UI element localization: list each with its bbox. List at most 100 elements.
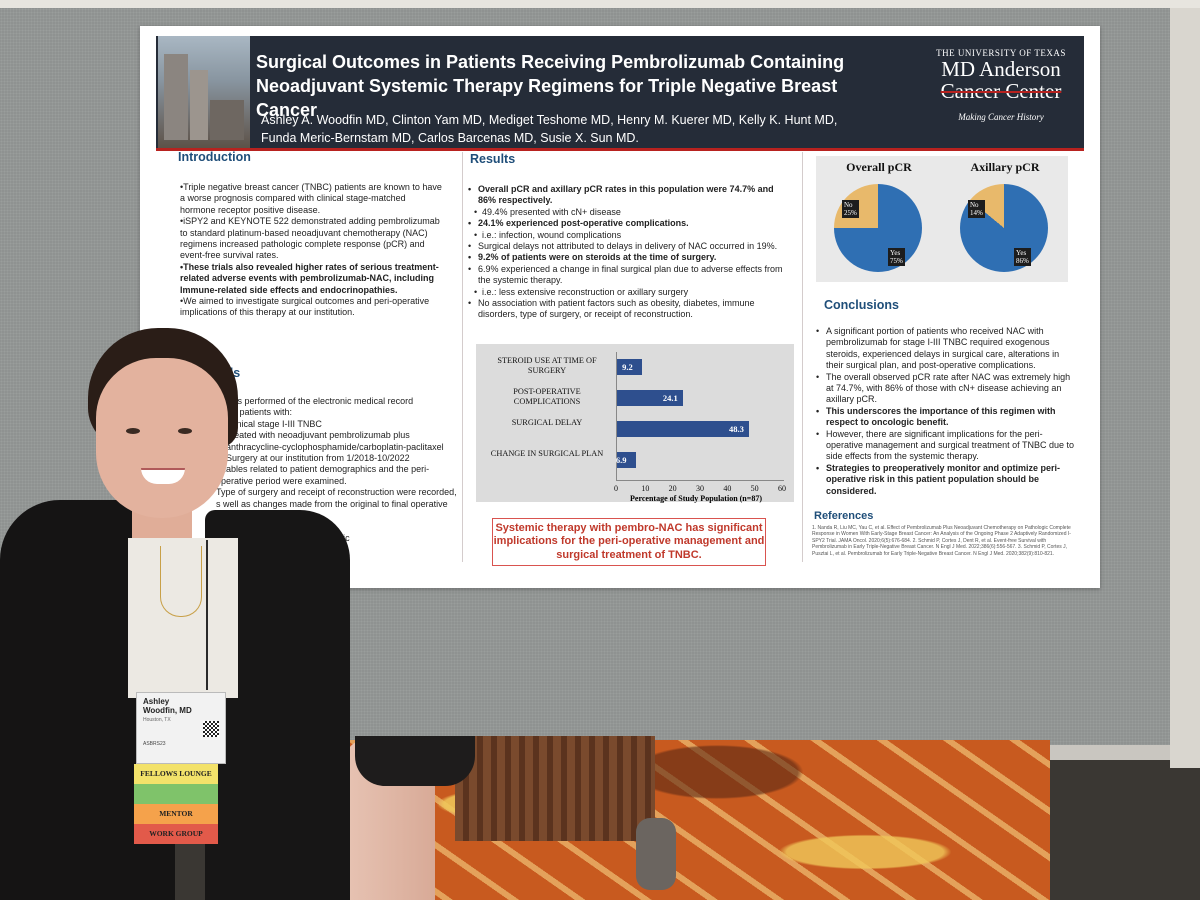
conclusion-item: This underscores the importance of this …: [816, 406, 1074, 429]
methods-line: Type of surgery and receipt of reconstru…: [216, 487, 457, 498]
x-tick-label: 0: [614, 484, 618, 493]
bar-value-label: 9.2: [622, 362, 633, 372]
results-item: No association with patient factors such…: [468, 298, 794, 321]
intro-paragraph: •Triple negative breast cancer (TNBC) pa…: [180, 182, 442, 215]
logo-line2: Cancer Center: [940, 79, 1062, 103]
results-heading: Results: [470, 152, 516, 166]
conclusions-list: A significant portion of patients who re…: [816, 326, 1074, 497]
poster-header: Surgical Outcomes in Patients Receiving …: [156, 36, 1084, 151]
x-axis-line: [616, 480, 784, 481]
badge-ribbon: FELLOWS LOUNGE: [134, 764, 218, 784]
results-list: Overall pCR and axillary pCR rates in th…: [468, 184, 794, 321]
badge-name: Ashley Woodfin, MD: [143, 697, 192, 715]
pie-card: Overall pCR No 25% Yes 75%: [816, 156, 942, 282]
necklace: [160, 546, 202, 617]
building-tower: [190, 70, 208, 140]
x-axis-label: Percentage of Study Population (n=87): [630, 494, 762, 503]
lanyard: [206, 540, 208, 690]
references-heading: References: [814, 510, 874, 522]
bar-category-label: POST-OPERATIVE COMPLICATIONS: [513, 387, 581, 406]
title-line: Surgical Outcomes in Patients Receiving …: [256, 52, 845, 72]
methods-line: Surgery at our institution from 1/2018-1…: [226, 453, 410, 464]
results-item: Surgical delays not attributed to delays…: [468, 241, 794, 253]
logo-tagline: Making Cancer History: [958, 112, 1044, 122]
pie-title: Axillary pCR: [970, 160, 1040, 174]
introduction-text: •Triple negative breast cancer (TNBC) pa…: [180, 182, 442, 319]
conclusion-item: A significant portion of patients who re…: [816, 326, 1074, 372]
pie-yes-label: Yes: [890, 249, 901, 257]
presenter-person: Ashley Woodfin, MD Houston, TX ASBRS23 F…: [0, 320, 350, 900]
methods-line: Clinical stage I-III TNBC: [226, 418, 322, 429]
x-tick-label: 50: [750, 484, 759, 493]
results-item: 6.9% experienced a change in final surgi…: [468, 264, 794, 287]
bar: [617, 421, 750, 437]
introduction-heading: Introduction: [178, 150, 251, 164]
results-item: 9.2% of patients were on steroids at the…: [468, 252, 794, 264]
logo-university: THE UNIVERSITY OF TEXAS: [936, 48, 1066, 58]
intro-paragraph: •These trials also revealed higher rates…: [180, 261, 439, 295]
bar-value-label: 48.3: [729, 424, 744, 434]
key-finding-callout: Systemic therapy with pembro-NAC has sig…: [492, 518, 766, 566]
pie-slice-label: Yes 75%: [888, 248, 905, 266]
qr-code-icon: [203, 721, 219, 737]
md-anderson-logo: THE UNIVERSITY OF TEXAS MD Anderson Canc…: [926, 48, 1076, 122]
column-divider: [802, 152, 803, 562]
pie-no-label: No: [970, 201, 979, 209]
board-side-panel: [1170, 8, 1200, 768]
pie: [834, 184, 922, 272]
pie: [960, 184, 1048, 272]
conclusion-item: However, there are significant implicati…: [816, 429, 1074, 463]
x-tick-label: 10: [641, 484, 650, 493]
bar-category-label: STEROID USE AT TIME OF SURGERY: [497, 356, 597, 375]
authors-line: Ashley A. Woodfin MD, Clinton Yam MD, Me…: [261, 113, 838, 127]
ceiling: [0, 0, 1200, 10]
results-subitem: 49.4% presented with cN+ disease: [468, 207, 794, 219]
column-divider: [462, 152, 463, 562]
passerby-dark-skirt: [355, 736, 475, 786]
author-list: Ashley A. Woodfin MD, Clinton Yam MD, Me…: [261, 111, 881, 147]
results-item: 24.1% experienced post-operative complic…: [468, 218, 794, 230]
references-text: 1. Nanda R, Liu MC, Yau C, et al. Effect…: [812, 525, 1071, 557]
x-tick-label: 30: [696, 484, 704, 493]
x-tick-label: 60: [778, 484, 786, 493]
methods-line: ariables related to patient demographics…: [216, 464, 430, 475]
badge-first-name: Ashley: [143, 697, 170, 706]
badge-city: Houston, TX: [143, 717, 171, 723]
badge-ribbon: [134, 784, 218, 804]
bar-category-label: SURGICAL DELAY: [511, 418, 583, 427]
poster-title: Surgical Outcomes in Patients Receiving …: [256, 50, 896, 122]
intro-paragraph: •iSPY2 and KEYNOTE 522 demonstrated addi…: [180, 216, 440, 261]
pie-yes-value: 75%: [890, 257, 903, 265]
pie-title: Overall pCR: [846, 160, 912, 174]
authors-line: Funda Meric-Bernstam MD, Carlos Barcenas…: [261, 131, 639, 145]
pie-slice-label: Yes 86%: [1014, 248, 1031, 266]
badge-event: ASBRS23: [143, 741, 166, 747]
smile: [141, 468, 185, 484]
passerby-skirt: [455, 736, 655, 841]
badge-ribbon: MENTOR: [134, 804, 218, 824]
badge-ribbon: WORK GROUP: [134, 824, 218, 844]
methods-line: Treated with neoadjuvant pembrolizumab p…: [226, 430, 410, 441]
bar-category-label: CHANGE IN SURGICAL PLAN: [490, 449, 604, 458]
bar: [617, 452, 636, 468]
logo-line1: MD Anderson: [941, 57, 1061, 81]
pie-card: Axillary pCR No 14% Yes 86%: [942, 156, 1068, 282]
eye: [178, 428, 192, 434]
building-photo: [158, 36, 250, 148]
intro-paragraph: •We aimed to investigate surgical outcom…: [180, 296, 430, 318]
results-subitem: i.e.: less extensive reconstruction or a…: [468, 287, 794, 299]
results-subitem: i.e.: infection, wound complications: [468, 230, 794, 242]
bar: [617, 390, 683, 406]
pie-yes-value: 86%: [1016, 257, 1029, 265]
x-tick-label: 40: [723, 484, 732, 493]
methods-line: anthracycline-cyclophosphamide/carboplat…: [226, 441, 444, 452]
methods-line: ry was performed of the electronic medic…: [216, 396, 414, 406]
methods-line: ifying patients with:: [216, 407, 293, 418]
conclusions-heading: Conclusions: [824, 298, 900, 312]
eye: [126, 428, 140, 434]
bar: [617, 359, 643, 375]
pie-slice-label: No 25%: [842, 200, 859, 218]
face: [96, 358, 228, 518]
bar-value-label: 6.9: [615, 455, 627, 465]
